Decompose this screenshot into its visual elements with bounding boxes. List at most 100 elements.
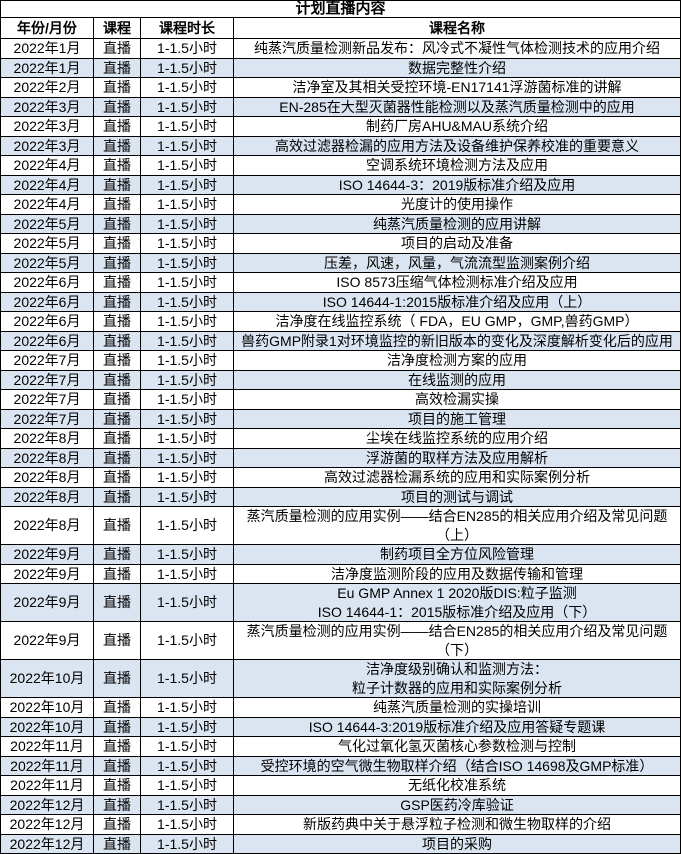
table-row: 2022年6月 直播 1-1.5小时 洁净度在线监控系统（ FDA，EU GMP，GM… bbox=[0, 311, 681, 332]
cell-course-name: 纯蒸汽质量检测的应用讲解 bbox=[232, 213, 681, 234]
cell-course-type: 直播 bbox=[93, 389, 141, 410]
cell-course-name: 高效过滤器检漏的应用方法及设备维护保养校准的重要意义 bbox=[232, 135, 681, 156]
cell-month: 2022年7月 bbox=[0, 350, 94, 371]
cell-course-type: 直播 bbox=[93, 428, 141, 449]
cell-course-name: 高效过滤器检漏系统的应用和实际案例分析 bbox=[232, 467, 681, 488]
cell-course-type: 直播 bbox=[93, 736, 141, 757]
table-row: 2022年3月 直播 1-1.5小时 制药厂房AHU&MAU系统介绍 bbox=[0, 116, 681, 137]
cell-month: 2022年10月 bbox=[0, 716, 94, 737]
cell-course-name: 气化过氧化氢灭菌核心参数检测与控制 bbox=[232, 736, 681, 757]
table-row: 2022年6月 直播 1-1.5小时 兽药GMP附录1对环境监控的新旧版本的变化及深度… bbox=[0, 330, 681, 351]
cell-course-name: 制药厂房AHU&MAU系统介绍 bbox=[232, 116, 681, 137]
cell-course-type: 直播 bbox=[93, 194, 141, 215]
cell-course-name: 制药项目全方位风险管理 bbox=[232, 544, 681, 565]
table-row: 2022年4月 直播 1-1.5小时 空调系统环境检测方法及应用 bbox=[0, 155, 681, 176]
table-row: 2022年12月 直播 1-1.5小时 新版药典中关于悬浮粒子检测和微生物取样的介绍 bbox=[0, 814, 681, 835]
cell-course-name: 项目的测试与调试 bbox=[232, 486, 681, 507]
cell-month: 2022年11月 bbox=[0, 775, 94, 796]
cell-course-name: 受控环境的空气微生物取样介绍（结合ISO 14698及GMP标准） bbox=[232, 755, 681, 776]
cell-course-type: 直播 bbox=[93, 77, 141, 98]
cell-month: 2022年10月 bbox=[0, 697, 94, 718]
cell-month: 2022年9月 bbox=[0, 621, 94, 660]
cell-month: 2022年12月 bbox=[0, 794, 94, 815]
cell-duration: 1-1.5小时 bbox=[140, 428, 234, 449]
cell-duration: 1-1.5小时 bbox=[140, 447, 234, 468]
cell-course-name: ISO 14644-3:2019版标准介绍及应用答疑专题课 bbox=[232, 716, 681, 737]
table-row: 2022年1月 直播 1-1.5小时 纯蒸汽质量检测新品发布：风冷式不凝性气体检测技术… bbox=[0, 38, 681, 59]
table-row: 2022年1月 直播 1-1.5小时 数据完整性介绍 bbox=[0, 57, 681, 78]
cell-month: 2022年3月 bbox=[0, 116, 94, 137]
cell-duration: 1-1.5小时 bbox=[140, 755, 234, 776]
cell-course-name: 项目的施工管理 bbox=[232, 408, 681, 429]
cell-month: 2022年4月 bbox=[0, 174, 94, 195]
cell-month: 2022年12月 bbox=[0, 814, 94, 835]
cell-month: 2022年8月 bbox=[0, 428, 94, 449]
cell-course-type: 直播 bbox=[93, 330, 141, 351]
table-row: 2022年5月 直播 1-1.5小时 纯蒸汽质量检测的应用讲解 bbox=[0, 213, 681, 234]
table-row: 2022年10月 直播 1-1.5小时 ISO 14644-3:2019版标准介绍及应… bbox=[0, 716, 681, 737]
table-row: 2022年7月 直播 1-1.5小时 高效检漏实操 bbox=[0, 389, 681, 410]
table-row: 2022年8月 直播 1-1.5小时 高效过滤器检漏系统的应用和实际案例分析 bbox=[0, 467, 681, 488]
table-row: 2022年5月 直播 1-1.5小时 压差，风速，风量，气流流型监测案例介绍 bbox=[0, 252, 681, 273]
cell-duration: 1-1.5小时 bbox=[140, 697, 234, 718]
cell-month: 2022年6月 bbox=[0, 272, 94, 293]
cell-course-name: 新版药典中关于悬浮粒子检测和微生物取样的介绍 bbox=[232, 814, 681, 835]
cell-month: 2022年4月 bbox=[0, 155, 94, 176]
cell-duration: 1-1.5小时 bbox=[140, 233, 234, 254]
cell-duration: 1-1.5小时 bbox=[140, 194, 234, 215]
cell-duration: 1-1.5小时 bbox=[140, 369, 234, 390]
table-row: 2022年3月 直播 1-1.5小时 高效过滤器检漏的应用方法及设备维护保养校准的重要… bbox=[0, 135, 681, 156]
cell-duration: 1-1.5小时 bbox=[140, 135, 234, 156]
cell-month: 2022年6月 bbox=[0, 330, 94, 351]
table-row: 2022年8月 直播 1-1.5小时 尘埃在线监控系统的应用介绍 bbox=[0, 428, 681, 449]
cell-course-name: 尘埃在线监控系统的应用介绍 bbox=[232, 428, 681, 449]
cell-course-type: 直播 bbox=[93, 213, 141, 234]
cell-month: 2022年7月 bbox=[0, 389, 94, 410]
cell-duration: 1-1.5小时 bbox=[140, 77, 234, 98]
cell-duration: 1-1.5小时 bbox=[140, 794, 234, 815]
table-row: 2022年8月 直播 1-1.5小时 项目的测试与调试 bbox=[0, 486, 681, 507]
cell-course-type: 直播 bbox=[93, 369, 141, 390]
table-row: 2022年5月 直播 1-1.5小时 项目的启动及准备 bbox=[0, 233, 681, 254]
table-row: 2022年6月 直播 1-1.5小时 ISO 14644-1:2015版标准介绍及应用… bbox=[0, 291, 681, 312]
cell-course-name: 洁净度监测阶段的应用及数据传输和管理 bbox=[232, 563, 681, 584]
cell-course-name: 纯蒸汽质量检测新品发布：风冷式不凝性气体检测技术的应用介绍 bbox=[232, 38, 681, 59]
cell-course-type: 直播 bbox=[93, 716, 141, 737]
cell-course-name: 光度计的使用操作 bbox=[232, 194, 681, 215]
cell-month: 2022年8月 bbox=[0, 486, 94, 507]
cell-month: 2022年6月 bbox=[0, 311, 94, 332]
cell-course-type: 直播 bbox=[93, 155, 141, 176]
cell-course-type: 直播 bbox=[93, 563, 141, 584]
cell-duration: 1-1.5小时 bbox=[140, 408, 234, 429]
cell-course-name: EN-285在大型灭菌器性能检测以及蒸汽质量检测中的应用 bbox=[232, 96, 681, 117]
table-row: 2022年7月 直播 1-1.5小时 项目的施工管理 bbox=[0, 408, 681, 429]
cell-course-type: 直播 bbox=[93, 252, 141, 273]
cell-course-type: 直播 bbox=[93, 621, 141, 660]
cell-course-name: 项目的启动及准备 bbox=[232, 233, 681, 254]
table-row: 2022年9月 直播 1-1.5小时 洁净度监测阶段的应用及数据传输和管理 bbox=[0, 563, 681, 584]
cell-course-type: 直播 bbox=[93, 311, 141, 332]
cell-duration: 1-1.5小时 bbox=[140, 330, 234, 351]
cell-course-type: 直播 bbox=[93, 794, 141, 815]
cell-course-name: 洁净室及其相关受控环境-EN17141浮游菌标准的讲解 bbox=[232, 77, 681, 98]
cell-course-name: 浮游菌的取样方法及应用解析 bbox=[232, 447, 681, 468]
cell-duration: 1-1.5小时 bbox=[140, 544, 234, 565]
cell-course-name: ISO 14644-1:2015版标准介绍及应用（上） bbox=[232, 291, 681, 312]
table-row: 2022年4月 直播 1-1.5小时 ISO 14644-3：2019版标准介绍及应用 bbox=[0, 174, 681, 195]
cell-duration: 1-1.5小时 bbox=[140, 506, 234, 545]
cell-month: 2022年1月 bbox=[0, 57, 94, 78]
cell-month: 2022年3月 bbox=[0, 96, 94, 117]
cell-course-type: 直播 bbox=[93, 486, 141, 507]
cell-month: 2022年3月 bbox=[0, 135, 94, 156]
cell-month: 2022年5月 bbox=[0, 233, 94, 254]
cell-course-type: 直播 bbox=[93, 272, 141, 293]
table-row: 2022年11月 直播 1-1.5小时 气化过氧化氢灭菌核心参数检测与控制 bbox=[0, 736, 681, 757]
cell-course-name: 洁净度检测方案的应用 bbox=[232, 350, 681, 371]
table-row: 2022年7月 直播 1-1.5小时 洁净度检测方案的应用 bbox=[0, 350, 681, 371]
cell-month: 2022年6月 bbox=[0, 291, 94, 312]
cell-course-name: 压差，风速，风量，气流流型监测案例介绍 bbox=[232, 252, 681, 273]
cell-duration: 1-1.5小时 bbox=[140, 736, 234, 757]
cell-duration: 1-1.5小时 bbox=[140, 486, 234, 507]
table-row: 2022年7月 直播 1-1.5小时 在线监测的应用 bbox=[0, 369, 681, 390]
